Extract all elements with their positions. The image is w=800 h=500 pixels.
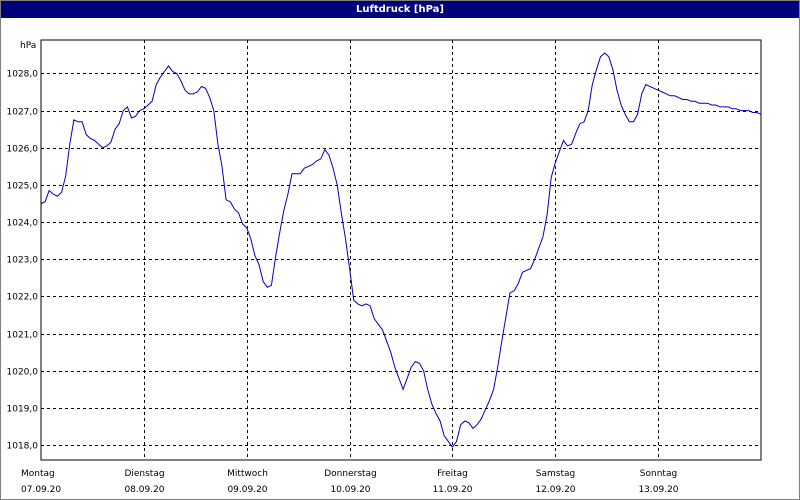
plot-area [40,39,762,461]
y-tick-label: 1022,0 [7,293,39,303]
x-tick-date: 11.09.20 [432,485,472,495]
y-tick-label: 1023,0 [7,256,39,266]
x-tick-day: Sonntag [640,469,677,479]
y-tick-label: 1018,0 [7,442,39,452]
x-tick-day: Montag [21,469,55,479]
y-tick-label: 1024,0 [7,219,39,229]
chart-title: Luftdruck [hPa] [1,1,799,18]
y-tick-label: 1020,0 [7,368,39,378]
x-tick-day: Donnerstag [324,469,377,479]
x-tick-date: 13.09.20 [638,485,678,495]
x-tick-day: Freitag [437,469,468,479]
y-tick-labels: 1018,0 1019,0 1020,0 1021,0 1022,0 1023,0 1024… [7,70,39,452]
plot-border [40,39,762,461]
x-tick-date: 07.09.20 [21,485,61,495]
x-tick-date: 08.09.20 [124,485,164,495]
x-tick-day: Mittwoch [227,469,268,479]
y-tick-label: 1019,0 [7,405,39,415]
y-tick-label: 1025,0 [7,182,39,192]
y-tick-label: 1027,0 [7,108,39,118]
y-tick-label: 1026,0 [7,145,39,155]
x-tick-day: Samstag [536,469,575,479]
pressure-series-line [40,52,762,448]
x-tick-day: Dienstag [124,469,164,479]
x-tick-labels: Montag 07.09.20 Dienstag 08.09.20 Mittwoch 09… [21,469,679,495]
y-tick-label: 1028,0 [7,70,39,80]
y-axis-label: hPa [20,41,36,51]
x-tick-date: 10.09.20 [330,485,370,495]
y-tick-label: 1021,0 [7,331,39,341]
x-tick-date: 12.09.20 [535,485,575,495]
grid-lines [41,40,761,460]
x-tick-date: 09.09.20 [227,485,267,495]
